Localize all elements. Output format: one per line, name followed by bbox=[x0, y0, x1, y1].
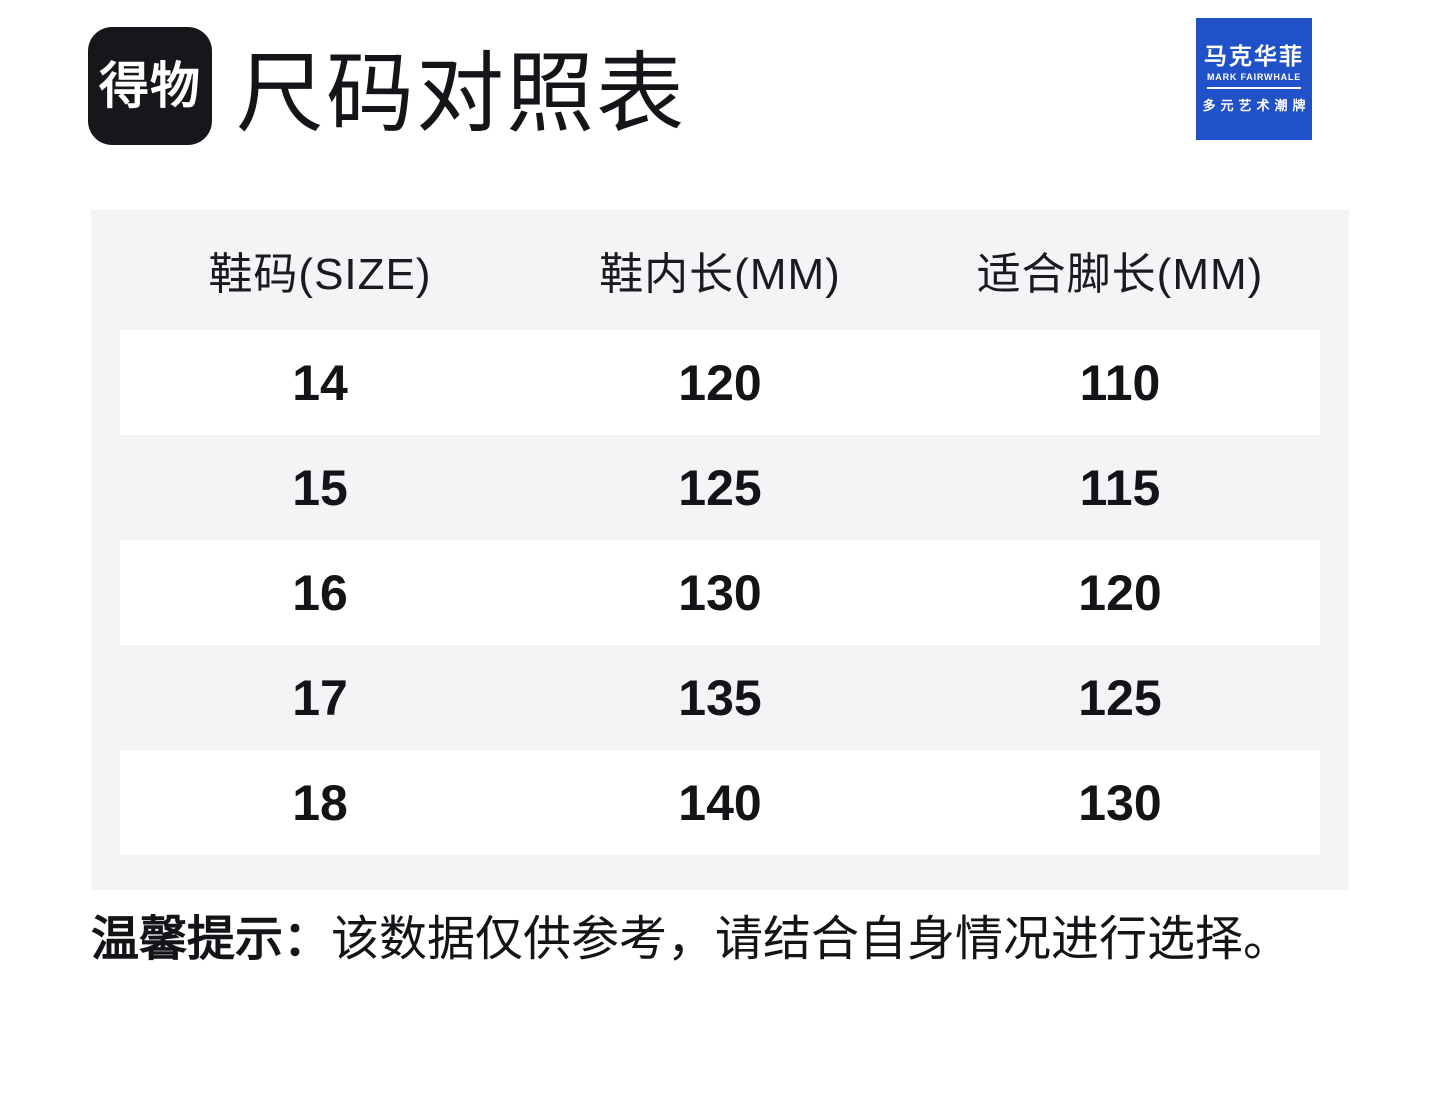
table-cell: 125 bbox=[678, 459, 762, 516]
table-body: 14 120 110 15 125 115 16 130 120 17 135 125 18 140 130 bbox=[120, 330, 1320, 855]
table-cell: 120 bbox=[1078, 564, 1162, 621]
table-cell: 120 bbox=[678, 354, 762, 411]
column-header-size: 鞋码(SIZE) bbox=[208, 250, 432, 299]
column-header-inner-length: 鞋内长(MM) bbox=[599, 250, 841, 299]
table-header-row: 鞋码(SIZE) 鞋内长(MM) 适合脚长(MM) bbox=[120, 210, 1320, 330]
table-cell: 16 bbox=[292, 564, 348, 621]
table-cell: 15 bbox=[292, 459, 348, 516]
table-cell: 140 bbox=[678, 774, 762, 831]
table-row: 16 130 120 bbox=[120, 540, 1320, 645]
table-row: 14 120 110 bbox=[120, 330, 1320, 435]
footnote-label: 温馨提示： bbox=[91, 913, 332, 966]
footnote: 温馨提示：该数据仅供参考，请结合自身情况进行选择。 bbox=[91, 912, 1349, 967]
size-table-panel: 鞋码(SIZE) 鞋内长(MM) 适合脚长(MM) 14 120 110 15 125 1… bbox=[91, 210, 1349, 890]
table-cell: 135 bbox=[678, 669, 762, 726]
table-cell: 110 bbox=[1079, 354, 1161, 411]
page-title: 尺码对照表 bbox=[236, 43, 687, 143]
table-cell: 115 bbox=[1079, 459, 1161, 516]
table-cell: 130 bbox=[1078, 774, 1162, 831]
brand-logo: 马克华菲 MARK FAIRWHALE 多元艺术潮牌 bbox=[1196, 18, 1312, 140]
dewu-logo: 得物 bbox=[88, 27, 212, 145]
table-row: 18 140 130 bbox=[120, 750, 1320, 855]
table-cell: 14 bbox=[292, 354, 348, 411]
table-cell: 130 bbox=[678, 564, 762, 621]
table-row: 17 135 125 bbox=[120, 645, 1320, 750]
dewu-logo-text: 得物 bbox=[99, 58, 201, 114]
brand-name-cn: 马克华菲 bbox=[1204, 42, 1304, 69]
table-cell: 125 bbox=[1078, 669, 1162, 726]
brand-name-en: MARK FAIRWHALE bbox=[1206, 72, 1302, 90]
table-row: 15 125 115 bbox=[120, 435, 1320, 540]
brand-tagline: 多元艺术潮牌 bbox=[1202, 98, 1311, 114]
footnote-text: 该数据仅供参考，请结合自身情况进行选择。 bbox=[331, 913, 1292, 966]
table-cell: 17 bbox=[292, 669, 348, 726]
column-header-foot-length: 适合脚长(MM) bbox=[976, 250, 1264, 299]
table-cell: 18 bbox=[292, 774, 348, 831]
page-header: 得物 尺码对照表 马克华菲 MARK FAIRWHALE 多元艺术潮牌 bbox=[0, 0, 1440, 210]
